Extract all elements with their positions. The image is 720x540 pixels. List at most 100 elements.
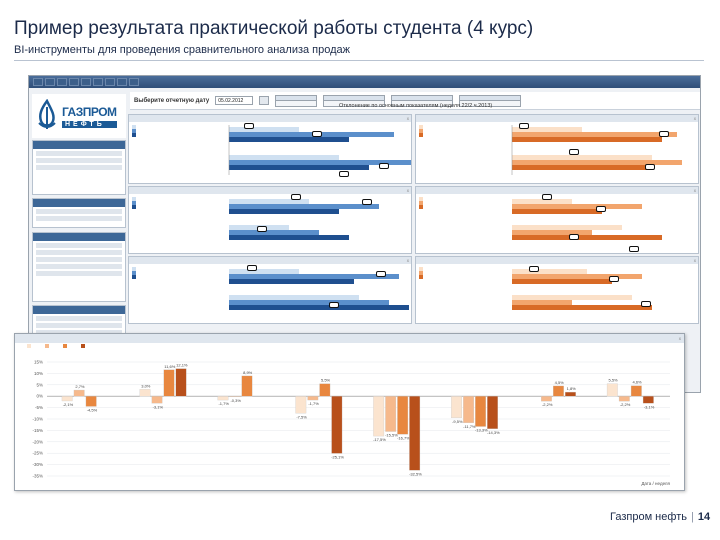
logo-sub: НЕФТЬ: [62, 120, 117, 128]
data-label: -0,3%: [230, 398, 241, 403]
date-input[interactable]: 05.02.2012: [215, 96, 254, 105]
data-label: -3,1%: [644, 404, 655, 409]
close-icon[interactable]: x: [693, 188, 696, 193]
bar: [630, 385, 642, 397]
bar: [642, 396, 654, 404]
data-label: -32,5%: [409, 471, 422, 476]
menu-item[interactable]: [129, 78, 139, 86]
panel-legend: [132, 197, 136, 209]
panel-legend: [132, 267, 136, 279]
filter-box[interactable]: [459, 94, 522, 107]
bar: [163, 369, 175, 397]
close-icon[interactable]: x: [678, 336, 681, 341]
callout-marker: [569, 234, 579, 240]
callout-marker: [244, 123, 254, 129]
callout-marker: [247, 265, 257, 271]
bar: [463, 396, 474, 424]
mini-bar-chart: [229, 269, 409, 310]
menu-item[interactable]: [33, 78, 43, 86]
mini-chart-panel: x: [415, 114, 699, 184]
page-subtitle: BI-инструменты для проведения сравнитель…: [14, 44, 351, 56]
gazprom-neft-logo: ГАЗПРОМ НЕФТЬ: [32, 94, 126, 138]
callout-marker: [291, 194, 301, 200]
close-icon[interactable]: x: [406, 116, 409, 121]
logo-name: ГАЗПРОМ: [62, 104, 117, 119]
bar: [229, 396, 241, 398]
callout-marker: [312, 131, 322, 137]
callout-marker: [529, 266, 539, 272]
filter-box[interactable]: [323, 94, 386, 107]
callout-marker: [257, 226, 267, 232]
callout-marker: [629, 246, 639, 252]
calendar-icon[interactable]: [259, 96, 270, 105]
callout-marker: [596, 206, 606, 212]
panel-legend: [419, 125, 423, 137]
menu-item[interactable]: [81, 78, 91, 86]
data-label: -15,5%: [385, 433, 398, 438]
callout-marker: [362, 199, 372, 205]
bar: [331, 396, 343, 454]
menu-item[interactable]: [105, 78, 115, 86]
mini-chart-panel: x: [415, 256, 699, 324]
bar: [385, 396, 397, 432]
y-tick-label: 15%: [34, 360, 43, 365]
data-label: -14,3%: [487, 430, 500, 435]
data-label: -7,5%: [296, 414, 307, 419]
date-filter-label: Выберите отчетную дату: [134, 97, 210, 104]
y-tick-label: -10%: [32, 417, 43, 422]
bar: [175, 368, 187, 397]
bar: [541, 396, 552, 402]
bar: [319, 383, 331, 397]
data-label: -1,7%: [308, 401, 319, 406]
filter-bar: Выберите отчетную дату 05.02.2012: [130, 92, 700, 110]
close-icon[interactable]: x: [693, 116, 696, 121]
bar: [409, 396, 421, 471]
menu-item[interactable]: [93, 78, 103, 86]
data-label: -11,7%: [463, 424, 476, 429]
callout-marker: [659, 131, 669, 137]
x-axis-label: Дата / неделя: [641, 481, 670, 486]
filter-box[interactable]: [391, 94, 454, 107]
data-label: -2,2%: [542, 402, 553, 407]
y-tick-label: -35%: [32, 474, 43, 479]
mini-bar-chart: [229, 199, 379, 240]
mini-chart-panel: x: [128, 256, 412, 324]
menu-item[interactable]: [69, 78, 79, 86]
data-label: 4,5%: [555, 380, 565, 385]
deviation-chart-window: x 15% 10% 5% 0% -5% -10% -15% -20% -25% -30% -35% -…: [14, 333, 685, 491]
bar: [61, 396, 73, 402]
filter-box[interactable]: [275, 94, 318, 107]
callout-marker: [339, 171, 349, 177]
bar: [307, 396, 319, 401]
mini-chart-panel: x: [128, 186, 412, 254]
mini-bar-chart: [511, 125, 682, 175]
close-icon[interactable]: x: [693, 258, 696, 263]
report-title: Отклонение по основным показателям (неде…: [339, 103, 493, 109]
bi-dashboard-screenshot: ГАЗПРОМ НЕФТЬ Выберите отчетную дату 05.…: [28, 75, 701, 393]
close-icon[interactable]: x: [406, 258, 409, 263]
sidebar-panel: [32, 198, 126, 228]
data-label: -13,3%: [475, 428, 488, 433]
bar: [553, 385, 564, 397]
callout-marker: [609, 276, 619, 282]
menu-item[interactable]: [117, 78, 127, 86]
title-divider: [14, 60, 704, 61]
menu-bar: [29, 76, 700, 88]
bar: [618, 396, 630, 402]
mini-chart-panel: x: [415, 186, 699, 254]
panel-legend: [419, 197, 423, 209]
bar: [139, 389, 151, 397]
deviation-legend: [27, 344, 85, 348]
menu-item[interactable]: [45, 78, 55, 86]
data-label: -17,5%: [373, 437, 386, 442]
data-label: 1,8%: [567, 386, 577, 391]
close-icon[interactable]: x: [406, 188, 409, 193]
menu-item[interactable]: [57, 78, 67, 86]
bar: [487, 396, 498, 429]
sidebar-calendar: [32, 232, 126, 302]
page-title: Пример результата практической работы ст…: [14, 18, 534, 39]
data-label: 11,6%: [164, 364, 175, 369]
data-label: -1,7%: [218, 401, 229, 406]
deviation-chart-header: x: [15, 334, 684, 343]
y-tick-label: 10%: [34, 371, 43, 376]
